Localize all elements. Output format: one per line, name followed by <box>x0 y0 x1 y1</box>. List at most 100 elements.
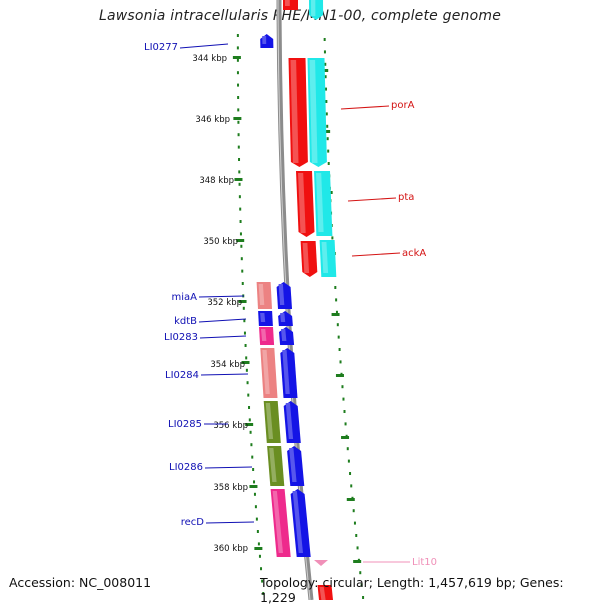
tick-dot-right <box>323 50 326 54</box>
tick-dot-left <box>238 195 241 199</box>
tick-dot-right <box>347 459 350 463</box>
tick-dot-right <box>346 447 349 451</box>
tick-dot-right <box>326 137 329 141</box>
tick-dot-left <box>236 71 239 75</box>
gene-block-cyan-1-shade <box>309 60 318 163</box>
tick-dot-right <box>334 286 337 289</box>
gene-block-porA-shade <box>290 60 299 163</box>
tick-dot-left <box>239 207 242 211</box>
tick-dot-left <box>237 108 240 112</box>
tick-dot-right <box>331 236 334 240</box>
tick-dot-left <box>237 133 240 137</box>
tick-dot-right <box>362 596 365 599</box>
colored-block-LI0285-shade <box>265 403 274 439</box>
label-leader-porA <box>340 105 390 110</box>
gene-block-cyan-2-shade <box>316 173 324 232</box>
major-tick-left <box>232 56 241 59</box>
major-tick-left <box>245 423 254 426</box>
label-leader-ackA <box>351 252 401 257</box>
gene-label-LI0285: LI0285 <box>168 419 202 430</box>
tick-dot-right <box>342 397 345 401</box>
major-tick-left <box>241 361 250 364</box>
tick-dot-left <box>237 145 240 149</box>
tick-dot-left <box>236 34 239 37</box>
tick-dot-left <box>255 517 258 521</box>
tick-dot-left <box>239 232 242 236</box>
tick-dot-left <box>241 269 244 273</box>
colored-block-recD-shade <box>272 491 283 553</box>
tick-dot-left <box>251 455 254 459</box>
tick-dot-left <box>258 554 261 558</box>
gene-label-LI0277: LI0277 <box>144 42 178 53</box>
topology-text: Topology: circular; Length: 1,457,619 bp… <box>260 575 564 605</box>
tick-dot-left <box>241 282 244 285</box>
major-tick-left <box>238 300 247 303</box>
major-tick-right <box>331 313 340 316</box>
tick-dot-right <box>324 62 327 66</box>
major-tick-right <box>346 498 355 501</box>
tick-dot-left <box>236 58 239 62</box>
tick-dot-right <box>350 484 353 488</box>
tick-dot-right <box>359 571 362 575</box>
colored-block-LI0283-shade <box>261 329 267 341</box>
tick-dot-left <box>252 468 255 471</box>
tick-dot-right <box>339 360 342 364</box>
kbp-label: 356 kbp <box>213 421 248 431</box>
tick-dot-right <box>336 323 339 327</box>
tick-dot-left <box>238 182 241 186</box>
tick-dot-right <box>323 38 326 41</box>
tick-dot-right <box>325 112 328 116</box>
gene-arrow-LI0285-shade <box>285 403 294 439</box>
gene-arrow-miaA-shade <box>278 284 285 305</box>
tick-dot-left <box>236 46 239 50</box>
tick-dot-right <box>324 87 327 91</box>
label-leader-LI0284 <box>200 373 249 376</box>
label-leader-kdtB <box>198 318 247 323</box>
tick-dot-right <box>352 509 355 513</box>
tick-dot-right <box>327 149 330 153</box>
tick-dot-left <box>247 393 250 397</box>
gene-arrow-recD-shade <box>292 491 303 553</box>
tick-dot-left <box>260 567 263 571</box>
gene-label-LI0284: LI0284 <box>165 370 199 381</box>
kbp-label: 344 kbp <box>192 54 227 64</box>
tick-dot-left <box>237 83 240 87</box>
gene-label-LI0283: LI0283 <box>164 332 198 343</box>
label-leader-LI0277 <box>179 43 229 49</box>
tick-dot-left <box>243 331 246 335</box>
kbp-label: 360 kbp <box>213 544 248 554</box>
gene-arrow-LI0284-shade <box>282 350 290 394</box>
label-leader-recD <box>205 521 255 524</box>
major-tick-left <box>254 547 263 550</box>
tick-dot-left <box>257 542 260 546</box>
tick-dot-right <box>326 124 329 128</box>
label-leader-LI0283 <box>199 335 247 339</box>
label-leader-miaA <box>198 295 245 298</box>
gene-block-pta-shade <box>298 173 306 233</box>
tick-dot-right <box>324 75 327 79</box>
gene-arrow-LI0283-shade <box>281 329 287 341</box>
kbp-label: 354 kbp <box>210 360 245 370</box>
tick-dot-left <box>248 406 251 409</box>
tick-dot-left <box>245 368 248 372</box>
gene-label-LI0286: LI0286 <box>169 462 203 473</box>
tick-dot-left <box>239 220 242 223</box>
tick-dot-right <box>353 521 356 525</box>
tick-dot-left <box>237 96 240 99</box>
gene-label-miaA: miaA <box>172 292 198 303</box>
gene-block-LI0277 <box>260 34 274 48</box>
major-tick-right <box>335 374 344 377</box>
genome-title: Lawsonia intracellularis PHE/MN1-00, com… <box>98 8 502 24</box>
gene-block-bottom-red-shade <box>319 587 326 600</box>
tick-dot-left <box>254 505 257 509</box>
gene-block-LI0277-shade <box>262 36 267 44</box>
major-tick-right <box>353 560 362 563</box>
kbp-label: 346 kbp <box>195 115 230 125</box>
gene-label-ackA: ackA <box>402 248 426 259</box>
tick-dot-left <box>243 319 246 323</box>
major-tick-left <box>236 239 245 242</box>
gene-block-cyan-3-shade <box>321 242 329 273</box>
tick-dot-left <box>242 306 245 310</box>
gene-marker-Lit10 <box>314 560 328 566</box>
gene-label-Lit10: Lit10 <box>412 557 437 568</box>
